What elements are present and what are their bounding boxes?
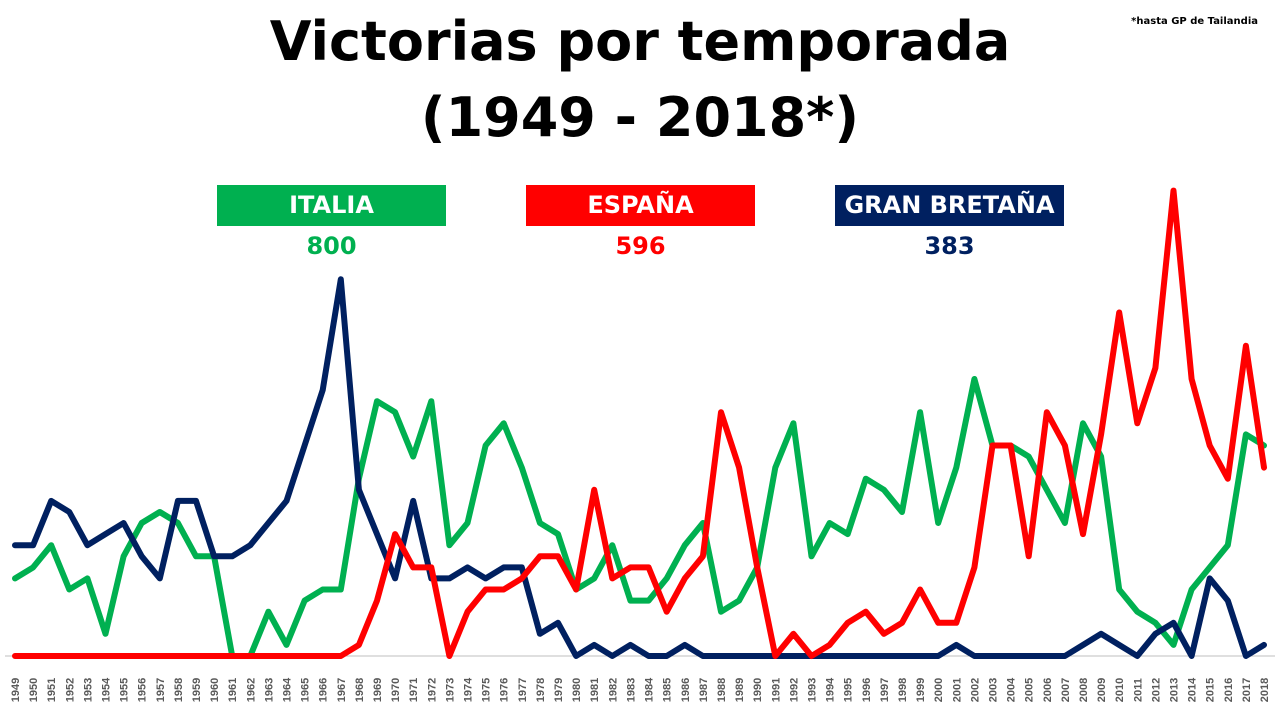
- x-tick-label-1952: 1952: [64, 678, 76, 702]
- x-tick-label-1956: 1956: [137, 678, 149, 702]
- x-tick-label-1984: 1984: [644, 677, 656, 702]
- x-tick-label-2015: 2015: [1205, 678, 1217, 702]
- x-axis: 1949 1950 1951 1952 1953 1954 1955 1956 1957 1958…: [5, 655, 1275, 702]
- x-tick-label-1993: 1993: [806, 678, 818, 702]
- x-tick-label-2001: 2001: [951, 678, 963, 702]
- x-tick-label-1999: 1999: [915, 678, 927, 702]
- x-tick-label-2017: 2017: [1241, 678, 1253, 702]
- x-tick-label-1978: 1978: [535, 678, 547, 702]
- x-tick-label-1979: 1979: [553, 678, 565, 702]
- x-tick-label-2011: 2011: [1132, 678, 1144, 702]
- x-tick-label-2008: 2008: [1078, 678, 1090, 702]
- x-tick-label-1966: 1966: [318, 678, 330, 702]
- x-tick-label-2012: 2012: [1150, 678, 1162, 702]
- x-tick-label-1958: 1958: [173, 678, 185, 702]
- x-tick-label-1983: 1983: [625, 678, 637, 702]
- x-tick-label-1973: 1973: [444, 678, 456, 702]
- x-tick-label-2006: 2006: [1042, 678, 1054, 702]
- x-tick-label-1959: 1959: [191, 678, 203, 702]
- x-tick-label-2018: 2018: [1259, 678, 1271, 702]
- x-tick-label-1954: 1954: [101, 677, 113, 702]
- x-tick-label-1969: 1969: [372, 678, 384, 702]
- x-tick-label-1992: 1992: [788, 678, 800, 702]
- x-tick-label-1967: 1967: [336, 678, 348, 702]
- legend-espana-total: 596: [615, 232, 666, 260]
- x-tick-label-1995: 1995: [843, 678, 855, 702]
- x-tick-label-1968: 1968: [354, 678, 366, 702]
- x-tick-label-2016: 2016: [1223, 678, 1235, 702]
- x-tick-label-2010: 2010: [1114, 678, 1126, 702]
- legend-gran-bretana-total: 383: [924, 232, 975, 260]
- x-tick-label-1971: 1971: [408, 678, 420, 702]
- series-line-italia: [12, 376, 1267, 659]
- x-tick-label-1951: 1951: [46, 678, 58, 702]
- chart-title-line-1: Victorias por temporada: [269, 10, 1011, 73]
- x-tick-label-1965: 1965: [300, 678, 312, 702]
- x-tick-label-1975: 1975: [481, 678, 493, 702]
- x-tick-label-2005: 2005: [1024, 678, 1036, 702]
- x-tick-label-1972: 1972: [426, 678, 438, 702]
- x-tick-label-2007: 2007: [1060, 678, 1072, 702]
- series-layer: [12, 187, 1267, 659]
- x-tick-label-1949: 1949: [10, 678, 22, 702]
- x-tick-label-1982: 1982: [607, 678, 619, 702]
- x-tick-label-1964: 1964: [282, 677, 294, 702]
- chart-title: Victorias por temporada (1949 - 2018*): [0, 4, 1280, 156]
- x-tick-label-1989: 1989: [734, 678, 746, 702]
- x-tick-label-1980: 1980: [571, 678, 583, 702]
- legend-espana: ESPAÑA: [526, 185, 755, 226]
- x-tick-label-1962: 1962: [245, 678, 257, 702]
- x-tick-label-1997: 1997: [879, 678, 891, 702]
- x-tick-label-1953: 1953: [82, 678, 94, 702]
- x-tick-label-1998: 1998: [897, 678, 909, 702]
- x-tick-label-1960: 1960: [209, 678, 221, 702]
- x-tick-label-2009: 2009: [1096, 678, 1108, 702]
- footnote: *hasta GP de Tailandia: [1131, 16, 1258, 27]
- x-tick-label-1961: 1961: [227, 678, 239, 702]
- chart-title-line-2: (1949 - 2018*): [420, 86, 860, 149]
- x-tick-label-1990: 1990: [752, 678, 764, 702]
- series-line-gran-bretana: [12, 276, 1267, 659]
- x-tick-label-1985: 1985: [662, 678, 674, 702]
- x-tick-label-1991: 1991: [770, 678, 782, 702]
- x-tick-label-1974: 1974: [463, 677, 475, 702]
- x-tick-label-1977: 1977: [517, 678, 529, 702]
- x-tick-label-2003: 2003: [987, 678, 999, 702]
- legend-italia: ITALIA: [217, 185, 446, 226]
- x-tick-label-1987: 1987: [698, 678, 710, 702]
- x-tick-label-1994: 1994: [825, 677, 837, 702]
- x-tick-label-2000: 2000: [933, 678, 945, 702]
- series-line-espana: [12, 187, 1267, 659]
- x-tick-label-2002: 2002: [969, 678, 981, 702]
- x-tick-label-1988: 1988: [716, 678, 728, 702]
- x-tick-label-1986: 1986: [680, 678, 692, 702]
- x-tick-label-1976: 1976: [499, 678, 511, 702]
- x-tick-label-1996: 1996: [861, 678, 873, 702]
- legend-gran-bretana: GRAN BRETAÑA: [835, 185, 1064, 226]
- x-tick-label-1955: 1955: [119, 678, 131, 702]
- x-tick-label-1963: 1963: [263, 678, 275, 702]
- x-tick-label-1957: 1957: [155, 678, 167, 702]
- x-tick-label-2004: 2004: [1006, 677, 1018, 702]
- legend-italia-total: 800: [306, 232, 357, 260]
- x-tick-label-1950: 1950: [28, 678, 40, 702]
- x-tick-label-1970: 1970: [390, 678, 402, 702]
- x-tick-label-2013: 2013: [1168, 678, 1180, 702]
- x-tick-label-2014: 2014: [1187, 677, 1199, 702]
- x-tick-label-1981: 1981: [589, 678, 601, 702]
